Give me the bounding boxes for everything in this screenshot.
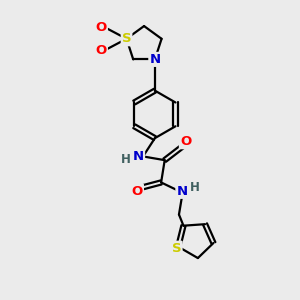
Text: O: O: [96, 44, 107, 57]
Text: N: N: [133, 150, 144, 163]
Text: N: N: [176, 185, 188, 198]
Text: S: S: [122, 32, 131, 45]
Text: O: O: [180, 135, 191, 148]
Text: H: H: [121, 153, 131, 166]
Text: N: N: [149, 53, 161, 66]
Text: H: H: [190, 181, 200, 194]
Text: O: O: [132, 185, 143, 198]
Text: O: O: [96, 21, 107, 34]
Text: S: S: [172, 242, 182, 255]
